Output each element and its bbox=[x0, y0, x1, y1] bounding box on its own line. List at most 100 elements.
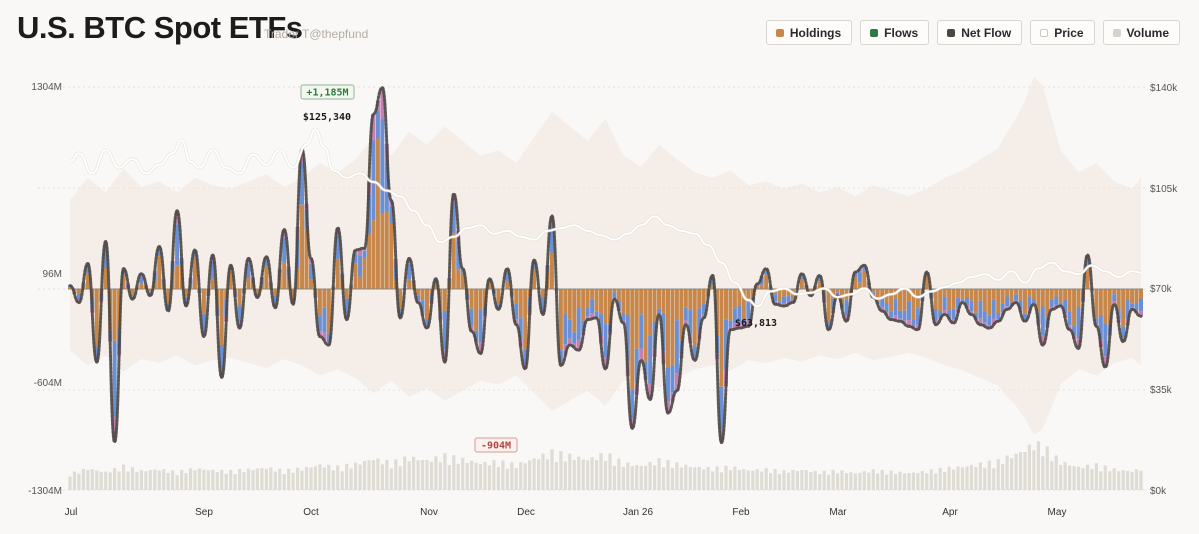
flow-bar-a bbox=[973, 312, 978, 318]
annotation-label: -904M bbox=[481, 441, 511, 452]
flow-bar-a bbox=[425, 320, 429, 326]
flow-bar-a bbox=[567, 319, 572, 339]
flow-bar-a bbox=[518, 318, 523, 340]
volume-bar bbox=[202, 469, 206, 490]
volume-bar bbox=[617, 458, 621, 490]
volume-bar bbox=[907, 473, 911, 490]
flow-bar-a bbox=[898, 310, 903, 319]
volume-bar bbox=[545, 459, 550, 490]
volume-bar bbox=[1117, 471, 1121, 490]
holdings-bar bbox=[1085, 268, 1090, 289]
flow-bar-a bbox=[893, 298, 898, 315]
volume-bar bbox=[952, 469, 956, 490]
holdings-bar bbox=[246, 278, 251, 289]
volume-bar bbox=[559, 451, 563, 490]
volume-bar bbox=[711, 471, 715, 490]
holdings-bar bbox=[875, 289, 880, 302]
holdings-bar bbox=[1018, 289, 1023, 301]
flow-bar-b bbox=[746, 320, 751, 327]
holdings-bar bbox=[322, 289, 327, 308]
volume-bar bbox=[1139, 470, 1143, 490]
volume-bar bbox=[296, 467, 300, 490]
holdings-bar bbox=[255, 289, 260, 296]
volume-bar bbox=[773, 469, 777, 490]
volume-bar bbox=[684, 464, 688, 490]
flow-bar-a bbox=[398, 308, 403, 316]
holdings-bar bbox=[407, 279, 412, 289]
volume-bar bbox=[657, 458, 661, 490]
flow-bar-b bbox=[737, 322, 742, 329]
flow-bar-a bbox=[599, 313, 604, 337]
holdings-bar bbox=[607, 289, 612, 325]
volume-bar bbox=[487, 465, 492, 490]
holdings-bar bbox=[616, 289, 621, 302]
holdings-bar bbox=[964, 289, 969, 298]
legend-price-button[interactable]: Price bbox=[1030, 20, 1095, 45]
flow-bar-a bbox=[192, 251, 197, 258]
volume-bar bbox=[1023, 452, 1027, 490]
volume-bar bbox=[496, 467, 500, 490]
holdings-bar bbox=[1009, 289, 1014, 303]
holdings-bar bbox=[799, 279, 804, 289]
flow-bar-a bbox=[1063, 299, 1068, 314]
volume-bar bbox=[786, 472, 791, 490]
holdings-bar bbox=[76, 289, 81, 294]
holdings-bar bbox=[612, 289, 617, 293]
flow-bar-a bbox=[1112, 294, 1117, 302]
volume-bar bbox=[653, 465, 657, 490]
volume-bar bbox=[844, 473, 849, 490]
holdings-bar bbox=[674, 289, 679, 321]
holdings-bar bbox=[697, 289, 702, 309]
flow-bar-a bbox=[585, 307, 590, 317]
legend-netflow-button[interactable]: Net Flow bbox=[937, 20, 1023, 45]
volume-bar bbox=[612, 465, 616, 490]
flow-bar-a bbox=[630, 390, 635, 419]
volume-bar bbox=[760, 471, 764, 490]
volume-bar bbox=[474, 462, 478, 490]
volume-bar bbox=[206, 470, 210, 490]
volume-bar bbox=[822, 470, 826, 490]
legend-flows-button[interactable]: Flows bbox=[860, 20, 930, 45]
legend-volume-button[interactable]: Volume bbox=[1102, 20, 1180, 45]
holdings-bar bbox=[295, 268, 300, 289]
volume-bar bbox=[130, 467, 135, 490]
holdings-bar bbox=[755, 285, 760, 289]
volume-bar bbox=[385, 460, 389, 490]
volume-bar bbox=[1090, 469, 1094, 490]
volume-bar bbox=[702, 469, 706, 490]
holdings-bar bbox=[456, 269, 461, 289]
holdings-bar bbox=[384, 211, 389, 289]
holdings-bar bbox=[862, 270, 867, 289]
flow-bar-a bbox=[1022, 313, 1027, 320]
flow-bar-a bbox=[688, 309, 693, 335]
volume-bar bbox=[162, 469, 166, 490]
flow-bar-b bbox=[1076, 338, 1081, 349]
flow-bar-a bbox=[835, 292, 840, 295]
flow-bar-a bbox=[915, 308, 920, 325]
volume-bar bbox=[550, 449, 554, 490]
volume-bar bbox=[644, 465, 648, 490]
flow-bar-a bbox=[786, 295, 791, 303]
holdings-bar bbox=[630, 289, 635, 390]
volume-bar bbox=[599, 453, 603, 490]
flow-bar-a bbox=[1134, 302, 1139, 311]
x-tick-label: May bbox=[1048, 507, 1067, 518]
legend-holdings-button[interactable]: Holdings bbox=[765, 20, 853, 45]
volume-bar bbox=[412, 456, 416, 490]
volume-swatch-icon bbox=[1112, 28, 1121, 37]
flow-bar-a bbox=[612, 292, 617, 298]
holdings-bar bbox=[991, 289, 996, 300]
holdings-bar bbox=[978, 289, 983, 301]
flow-bar-a bbox=[889, 311, 894, 318]
flow-bar-a bbox=[1098, 315, 1103, 339]
flow-bar-a bbox=[210, 260, 215, 279]
volume-bar bbox=[180, 470, 184, 490]
volume-bar bbox=[563, 461, 567, 490]
flow-bar-b bbox=[639, 348, 644, 361]
holdings-bar bbox=[737, 289, 742, 306]
legend-label: Flows bbox=[884, 25, 919, 40]
flow-bar-a bbox=[947, 310, 952, 317]
holdings-bar bbox=[746, 289, 751, 303]
volume-bar bbox=[920, 471, 924, 490]
volume-bar bbox=[300, 470, 304, 490]
